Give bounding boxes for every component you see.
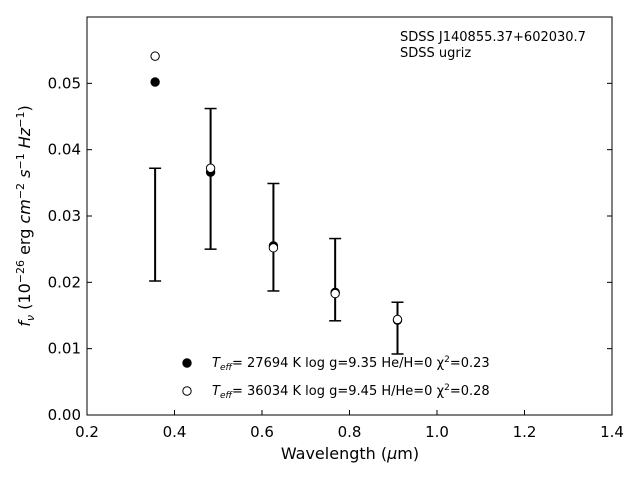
plot-frame bbox=[86, 16, 613, 416]
y-axis-label: fν (10−26 erg cm−2 s−1 Hz−1) bbox=[14, 105, 37, 326]
object-name-annotation: SDSS J140855.37+602030.7 bbox=[400, 30, 586, 45]
model-point-open bbox=[392, 314, 403, 325]
x-tick-label: 1.2 bbox=[513, 423, 537, 441]
y-tick-label: 0.01 bbox=[48, 340, 81, 358]
error-bar bbox=[391, 301, 404, 355]
x-axis-ticks: 0.2 0.4 0.6 0.8 1.0 1.2 1.4 bbox=[75, 410, 624, 441]
error-bar bbox=[204, 107, 217, 250]
x-tick-label: 1.0 bbox=[425, 423, 449, 441]
model-point-open bbox=[330, 288, 340, 299]
y-axis-ticks: 0.00 0.01 0.02 0.03 0.04 0.05 bbox=[48, 74, 612, 424]
legend-entry-2: Teff= 36034 K log g=9.45 H/He=0 χ2=0.28 bbox=[212, 383, 490, 401]
x-tick-label: 0.6 bbox=[250, 423, 274, 441]
model-point-open bbox=[205, 163, 216, 173]
legend-marker-filled bbox=[182, 358, 192, 368]
model-point-filled bbox=[150, 77, 160, 87]
legend-marker-open bbox=[182, 386, 192, 396]
legend-entry-1: Teff= 27694 K log g=9.35 He/H=0 χ2=0.23 bbox=[212, 355, 490, 373]
error-bars bbox=[149, 107, 404, 355]
x-axis-label: Wavelength (μm) bbox=[281, 444, 419, 463]
x-tick-label: 0.2 bbox=[75, 423, 99, 441]
error-bar bbox=[149, 167, 162, 282]
x-tick-label: 1.4 bbox=[600, 423, 624, 441]
y-tick-label: 0.03 bbox=[48, 207, 81, 225]
error-bar bbox=[329, 237, 342, 322]
model-point-open bbox=[268, 243, 279, 253]
y-tick-label: 0.04 bbox=[48, 141, 81, 159]
filter-set-annotation: SDSS ugriz bbox=[400, 46, 471, 61]
data-points bbox=[150, 51, 403, 325]
y-tick-label: 0.02 bbox=[48, 273, 81, 291]
y-tick-label: 0.00 bbox=[48, 406, 81, 424]
legend: Teff= 27694 K log g=9.35 He/H=0 χ2=0.23 … bbox=[182, 355, 490, 401]
error-bar bbox=[267, 182, 280, 292]
x-tick-label: 0.4 bbox=[163, 423, 187, 441]
x-tick-label: 0.8 bbox=[338, 423, 362, 441]
y-tick-label: 0.05 bbox=[48, 74, 81, 92]
model-point-open bbox=[150, 51, 160, 61]
